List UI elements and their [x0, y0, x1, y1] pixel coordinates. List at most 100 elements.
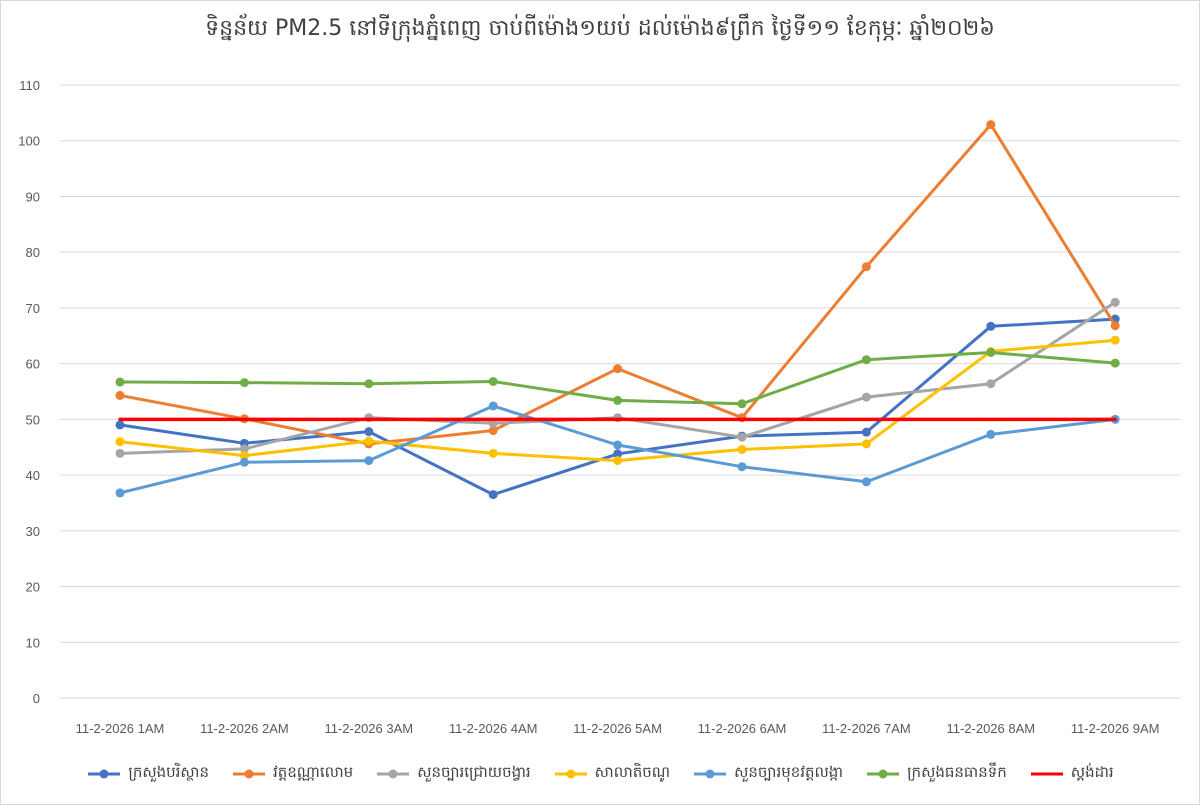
data-point — [613, 440, 623, 450]
series-group — [115, 120, 1120, 500]
data-point — [1110, 335, 1120, 345]
legend-swatch-marker — [705, 769, 715, 779]
x-tick-label: 11-2-2026 5AM — [573, 721, 662, 736]
data-point — [239, 378, 249, 388]
x-tick-label: 11-2-2026 9AM — [1071, 721, 1160, 736]
data-point — [1110, 321, 1120, 331]
data-point — [488, 376, 498, 386]
data-point — [986, 120, 996, 130]
data-point — [364, 427, 374, 437]
x-tick-label: 11-2-2026 7AM — [822, 721, 911, 736]
series-line — [118, 300, 1117, 455]
legend-swatch-marker — [878, 769, 888, 779]
data-point — [986, 321, 996, 331]
y-tick-label: 40 — [26, 468, 40, 483]
legend-swatch-marker — [388, 769, 398, 779]
legend-item: ក្រសួងបរិស្ថាន — [86, 763, 209, 785]
legend-item: ក្រសួងធនធានទឹក — [865, 763, 1007, 785]
y-tick-label: 70 — [26, 301, 40, 316]
data-point — [613, 364, 623, 374]
x-axis: 11-2-2026 1AM 11-2-2026 2AM 11-2-2026 3AM 1… — [76, 721, 1160, 736]
y-tick-label: 0 — [33, 691, 40, 706]
legend-swatch — [1030, 772, 1063, 776]
legend-item: ស្តង់ដារ — [1029, 763, 1114, 785]
legend-item: សួនច្បារជ្រោយចង្វារ — [375, 763, 531, 785]
y-tick-label: 20 — [26, 580, 40, 595]
legend-label: ក្រសួងបរិស្ថាន — [128, 763, 209, 781]
legend: ក្រសួងបរិស្ថាន វត្តឧណ្ណាលោម សួនច្បារជ្រោយច… — [0, 760, 1200, 788]
y-tick-label: 10 — [26, 635, 40, 650]
series-1 — [115, 314, 1120, 500]
chart-title: ទិន្នន័យ PM2.5 នៅទីក្រុងភ្នំពេញ ចាប់ពីម៉… — [205, 16, 995, 41]
data-point — [737, 432, 747, 442]
data-point — [861, 355, 871, 365]
data-point — [115, 448, 125, 458]
data-point — [239, 444, 249, 454]
data-point — [488, 426, 498, 436]
data-point — [613, 449, 623, 459]
legend-swatch — [233, 769, 265, 779]
data-point — [1110, 297, 1120, 307]
y-tick-label: 50 — [26, 412, 40, 427]
data-point — [737, 399, 747, 409]
series-line — [118, 317, 1117, 497]
x-tick-label: 11-2-2026 4AM — [449, 721, 538, 736]
data-point — [861, 477, 871, 487]
legend-label: ស្តង់ដារ — [1070, 763, 1114, 781]
data-point — [986, 379, 996, 389]
series-3 — [115, 297, 1120, 458]
legend-swatch — [554, 769, 587, 779]
data-point — [239, 451, 249, 461]
data-point — [364, 456, 374, 466]
y-axis: 0 10 20 30 40 50 60 70 80 90 100 110 — [18, 78, 40, 706]
data-point — [861, 427, 871, 437]
data-point — [861, 392, 871, 402]
legend-label: ក្រសួងធនធានទឹក — [907, 763, 1007, 781]
legend-item: វត្តឧណ្ណាលោម — [231, 763, 353, 785]
legend-swatch-marker — [244, 769, 254, 779]
data-point — [364, 379, 374, 389]
data-point — [737, 444, 747, 454]
x-tick-label: 11-2-2026 1AM — [76, 721, 165, 736]
legend-label: សួនច្បារមុខវត្តលង្កា — [734, 763, 844, 781]
series-6 — [115, 347, 1120, 409]
data-point — [488, 401, 498, 411]
data-point — [488, 448, 498, 458]
data-point — [986, 429, 996, 439]
data-point — [115, 437, 125, 447]
series-4 — [115, 335, 1120, 466]
legend-swatch — [377, 769, 410, 779]
data-point — [986, 347, 996, 357]
x-tick-label: 11-2-2026 6AM — [698, 721, 787, 736]
y-tick-label: 60 — [26, 357, 40, 372]
data-point — [364, 436, 374, 446]
x-tick-label: 11-2-2026 3AM — [324, 721, 413, 736]
data-point — [115, 488, 125, 498]
data-point — [613, 456, 623, 466]
legend-swatch-marker — [566, 769, 576, 779]
data-point — [1110, 358, 1120, 368]
legend-swatch-marker — [99, 769, 109, 779]
y-tick-label: 100 — [18, 134, 40, 149]
data-point — [861, 439, 871, 449]
x-tick-label: 11-2-2026 8AM — [946, 721, 1035, 736]
legend-swatch — [867, 769, 900, 779]
legend-item: សាលាតិចណូ — [553, 763, 670, 785]
gridlines — [60, 84, 1180, 699]
y-tick-label: 110 — [19, 78, 40, 93]
y-tick-label: 30 — [26, 524, 40, 539]
legend-label: វត្តឧណ្ណាលោម — [273, 763, 354, 781]
legend-label: សាលាតិចណូ — [594, 763, 671, 781]
data-point — [488, 490, 498, 500]
data-point — [239, 457, 249, 467]
x-tick-label: 11-2-2026 2AM — [200, 721, 289, 736]
legend-label: សួនច្បារជ្រោយចង្វារ — [417, 763, 531, 781]
legend-swatch — [694, 769, 727, 779]
data-point — [737, 462, 747, 472]
y-tick-label: 90 — [26, 189, 40, 204]
legend-item: សួនច្បារមុខវត្តលង្កា — [692, 763, 843, 785]
data-point — [115, 390, 125, 400]
data-point — [613, 395, 623, 405]
